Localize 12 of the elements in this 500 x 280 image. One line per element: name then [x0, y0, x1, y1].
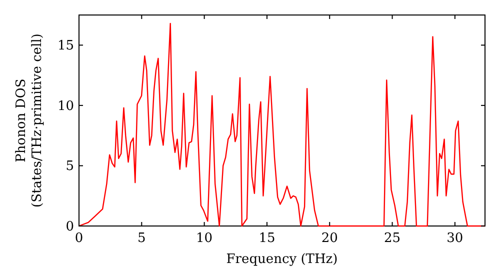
x-axis-title: Frequency (THz) [226, 252, 338, 267]
y-tick-label: 10 [57, 98, 74, 114]
x-tick-label: 25 [384, 231, 401, 246]
y-tick-label: 5 [66, 159, 74, 174]
x-tick-label: 15 [258, 231, 276, 246]
y-tick-label: 15 [57, 38, 74, 54]
x-tick-label: 5 [138, 231, 146, 246]
x-tick-label: 10 [196, 231, 213, 246]
x-tick-label: 30 [446, 231, 464, 246]
y-axis-title: Phonon DOS (States/THz·primitive cell) [14, 33, 45, 208]
y-tick-label: 0 [66, 220, 74, 234]
x-tick-label: 20 [321, 231, 338, 246]
